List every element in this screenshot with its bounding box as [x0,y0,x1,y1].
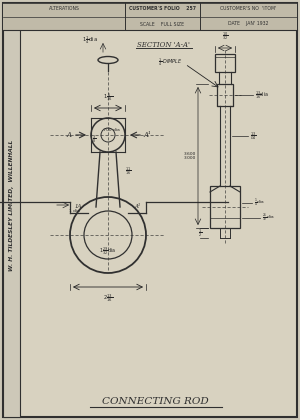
Text: SCALE    FULL SIZE: SCALE FULL SIZE [140,21,184,26]
Bar [210,186,240,228]
Text: CUSTOMER'S FOLIO    257: CUSTOMER'S FOLIO 257 [128,6,196,11]
Text: SECTION 'A-A': SECTION 'A-A' [136,41,189,49]
Bar [3,3,297,30]
Text: $\frac{1}{4}$ DIMPLE: $\frac{1}{4}$ DIMPLE [158,56,182,68]
Text: 1$\frac{5}{16}$: 1$\frac{5}{16}$ [103,92,113,103]
Text: $\frac{3}{8}$: $\frac{3}{8}$ [92,133,96,145]
Text: DATE    JAN' 1932: DATE JAN' 1932 [228,21,268,26]
Text: 1A: 1A [74,205,82,210]
Text: CONNECTING ROD: CONNECTING ROD [102,397,208,407]
Text: A¹: A¹ [143,131,151,139]
Text: W. H. TILDESLEY LIMITED,  WILLENHALL: W. H. TILDESLEY LIMITED, WILLENHALL [8,139,14,270]
Bar [215,54,235,72]
Text: $\frac{1}{4}$dia: $\frac{1}{4}$dia [254,197,265,209]
Bar [3,3,20,417]
Text: A¹: A¹ [135,205,141,210]
Text: $\frac{21}{32}$dia: $\frac{21}{32}$dia [262,212,275,224]
Text: A: A [67,131,71,139]
Text: CUSTOMER'S NO  'ITOM': CUSTOMER'S NO 'ITOM' [220,6,276,11]
Text: 1$\frac{29}{32}$dia: 1$\frac{29}{32}$dia [100,245,116,257]
Text: 2$\frac{13}{16}$: 2$\frac{13}{16}$ [103,292,113,304]
Text: 1$\frac{1}{4}$dia: 1$\frac{1}{4}$dia [82,34,98,46]
Text: $\frac{11}{16}$: $\frac{11}{16}$ [125,165,131,177]
Text: $\frac{13}{G4}$: $\frac{13}{G4}$ [250,130,257,142]
Text: 1 dia: 1 dia [69,209,80,213]
Text: $\frac{13}{16}$dia: $\frac{13}{16}$dia [255,89,269,101]
Text: ALTERATIONS: ALTERATIONS [49,6,80,11]
Text: 3.600
3.000: 3.600 3.000 [184,152,196,160]
Text: $\frac{10}{32}$: $\frac{10}{32}$ [222,31,228,42]
Text: .700 dia: .700 dia [102,128,120,132]
Bar [217,84,233,106]
Text: $\frac{1}{2}$: $\frac{1}{2}$ [198,227,202,239]
